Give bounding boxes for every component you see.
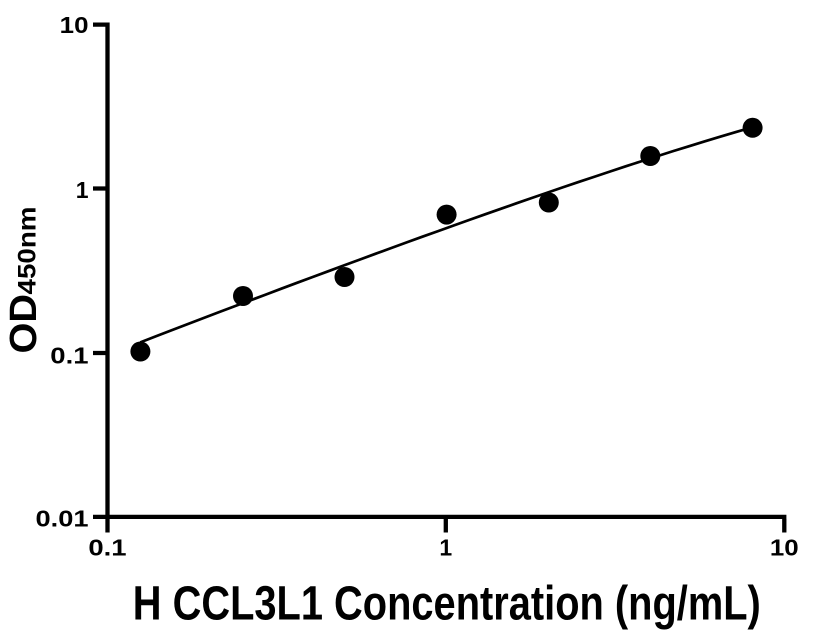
svg-text:H CCL3L1 Concentration (ng/mL): H CCL3L1 Concentration (ng/mL) <box>133 578 761 631</box>
svg-text:0.01: 0.01 <box>36 506 89 532</box>
svg-text:1: 1 <box>439 535 452 561</box>
svg-text:10: 10 <box>770 535 799 561</box>
svg-text:1: 1 <box>76 177 89 203</box>
svg-text:OD: OD <box>3 294 45 354</box>
svg-text:450nm: 450nm <box>14 207 42 295</box>
svg-text:0.1: 0.1 <box>88 535 126 561</box>
svg-text:10: 10 <box>60 12 89 38</box>
svg-text:0.1: 0.1 <box>50 343 88 369</box>
